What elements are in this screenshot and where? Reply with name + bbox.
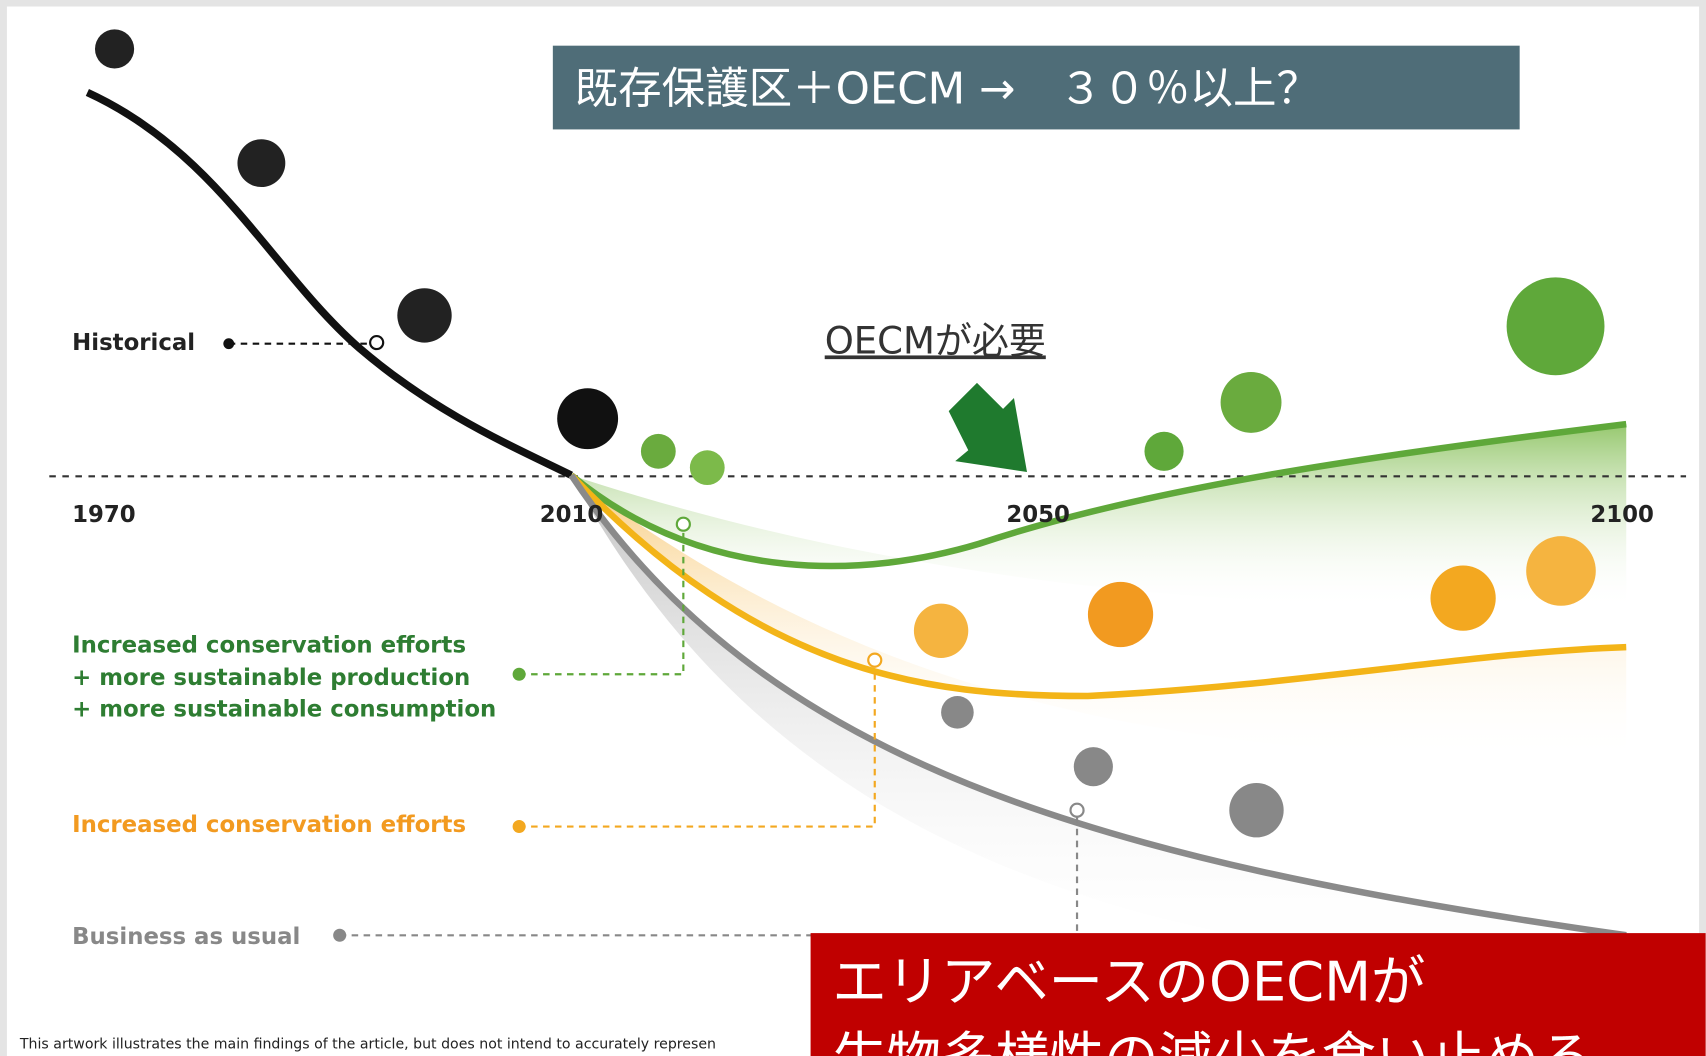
page: Historical 1970 2010 2050 2100 Increased… (0, 0, 1706, 1056)
year-label: 2100 (1590, 502, 1654, 528)
year-label: 1970 (72, 502, 136, 528)
slide: Historical 1970 2010 2050 2100 Increased… (0, 0, 1706, 1056)
green-label: + more sustainable consumption (72, 697, 496, 723)
conclusion-text: 生物多様性の減少を食い止める (832, 1027, 1593, 1056)
green-label: Increased conservation efforts (72, 633, 466, 659)
green-label: + more sustainable production (72, 665, 470, 691)
year-label: 2050 (1006, 502, 1070, 528)
orange-label: Increased conservation efforts (72, 812, 466, 838)
footnote: This artwork illustrates the main findin… (19, 1036, 716, 1052)
gray-label: Business as usual (72, 924, 300, 950)
conclusion-text: エリアベースのOECMが (832, 951, 1425, 1014)
callout-text: OECMが必要 (825, 319, 1046, 362)
historical-label: Historical (72, 330, 195, 356)
year-label: 2010 (540, 502, 604, 528)
banner-text: 既存保護区＋OECM → ３０％以上？ (575, 64, 1320, 114)
